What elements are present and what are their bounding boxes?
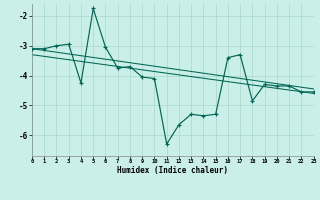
X-axis label: Humidex (Indice chaleur): Humidex (Indice chaleur) bbox=[117, 166, 228, 175]
